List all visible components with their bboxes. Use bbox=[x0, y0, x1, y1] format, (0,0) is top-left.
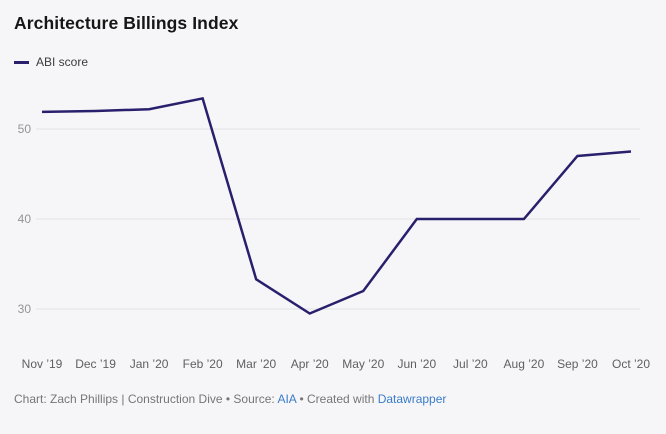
x-axis-tick-label: Jun ’20 bbox=[397, 357, 436, 371]
x-axis-tick-label: Jan ’20 bbox=[130, 357, 169, 371]
x-axis-tick-label: Oct ’20 bbox=[612, 357, 650, 371]
legend: ABI score bbox=[14, 55, 88, 69]
legend-line-swatch bbox=[14, 60, 29, 64]
y-axis-tick-label: 50 bbox=[18, 122, 32, 136]
footer-created-label: Created with bbox=[307, 392, 378, 406]
y-axis-tick-label: 30 bbox=[18, 302, 32, 316]
footer-separator: • bbox=[296, 392, 307, 406]
y-axis-tick-label: 40 bbox=[18, 212, 32, 226]
x-axis-tick-label: Sep ’20 bbox=[557, 357, 598, 371]
source-link[interactable]: AIA bbox=[277, 392, 297, 406]
x-axis-tick-label: Nov ’19 bbox=[22, 357, 63, 371]
footer-source-label: Source: bbox=[233, 392, 278, 406]
x-axis-tick-label: Mar ’20 bbox=[236, 357, 276, 371]
x-axis-tick-label: Feb ’20 bbox=[183, 357, 223, 371]
footer-separator: • bbox=[222, 392, 234, 406]
x-axis-tick-label: Dec ’19 bbox=[75, 357, 116, 371]
x-axis-tick-label: Apr ’20 bbox=[291, 357, 329, 371]
chart-title: Architecture Billings Index bbox=[14, 13, 239, 33]
x-axis-tick-label: Aug ’20 bbox=[504, 357, 545, 371]
footer-credit: Chart: Zach Phillips | Construction Dive bbox=[14, 392, 223, 406]
abi-score-line bbox=[41, 96, 632, 315]
footer-attribution: Chart: Zach Phillips | Construction Dive… bbox=[14, 392, 446, 406]
legend-label: ABI score bbox=[36, 55, 89, 69]
x-axis-tick-label: May ’20 bbox=[342, 357, 384, 371]
datawrapper-link[interactable]: Datawrapper bbox=[377, 392, 447, 406]
x-axis-tick-label: Jul ’20 bbox=[453, 357, 488, 371]
